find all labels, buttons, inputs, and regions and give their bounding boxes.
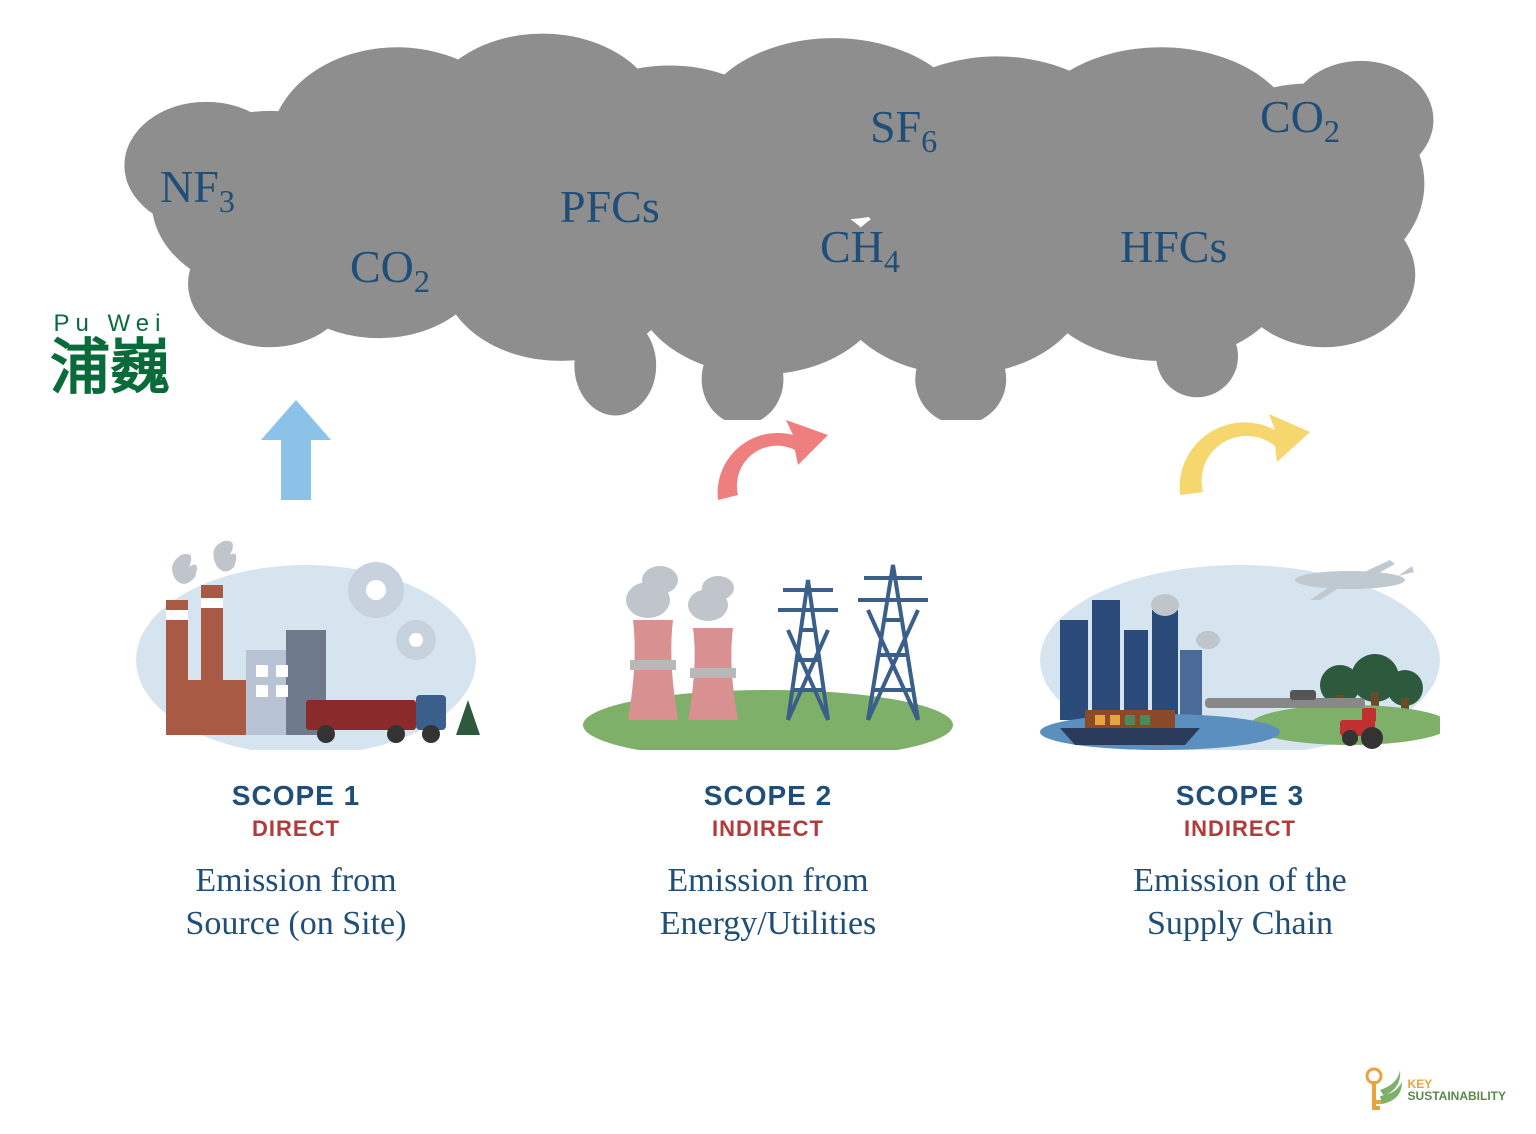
key-sustainability-logo: KEY SUSTAINABILITY <box>1360 1066 1506 1114</box>
scope1-desc: Emission from Source (on Site) <box>186 860 407 945</box>
gas-label-sf6: SF6 <box>870 100 937 160</box>
scope3-text: SCOPE 3 INDIRECT Emission of the Supply … <box>1133 780 1346 945</box>
scope1-column: SCOPE 1 DIRECT Emission from Source (on … <box>86 420 506 945</box>
scope3-desc: Emission of the Supply Chain <box>1133 860 1346 945</box>
gas-label-co2: CO2 <box>350 240 430 300</box>
pu-wei-logo: Pu Wei 浦巍 <box>50 310 170 398</box>
gas-label-ch4: CH4 <box>820 220 900 280</box>
gas-label-hfcs: HFCs <box>1120 220 1227 273</box>
emissions-cloud: NF3 CO2 PFCs SF6 CH4 CO2 HFCs <box>40 20 1496 420</box>
footer-logo-icon <box>1360 1066 1404 1114</box>
gas-label-co2: CO2 <box>1260 90 1340 150</box>
scope1-illustration <box>86 510 506 750</box>
scope2-title: SCOPE 2 <box>660 780 877 812</box>
scope2-desc: Emission from Energy/Utilities <box>660 860 877 945</box>
scope2-text: SCOPE 2 INDIRECT Emission from Energy/Ut… <box>660 780 877 945</box>
scope3-illustration <box>1030 510 1450 750</box>
scope3-title: SCOPE 3 <box>1133 780 1346 812</box>
scope-columns: SCOPE 1 DIRECT Emission from Source (on … <box>0 420 1536 945</box>
logo-chinese: 浦巍 <box>50 338 170 398</box>
scope2-arrow <box>558 420 978 510</box>
scope3-type: INDIRECT <box>1133 816 1346 842</box>
scope1-type: DIRECT <box>186 816 407 842</box>
scope1-text: SCOPE 1 DIRECT Emission from Source (on … <box>186 780 407 945</box>
gas-label-nf3: NF3 <box>160 160 235 220</box>
footer-text-sustainability: SUSTAINABILITY <box>1408 1090 1506 1102</box>
scope2-illustration <box>558 510 978 750</box>
scope3-column: SCOPE 3 INDIRECT Emission of the Supply … <box>1030 420 1450 945</box>
scope2-column: SCOPE 2 INDIRECT Emission from Energy/Ut… <box>558 420 978 945</box>
scope1-arrow <box>86 420 506 510</box>
scope3-arrow <box>1030 420 1450 510</box>
scope1-title: SCOPE 1 <box>186 780 407 812</box>
cloud-shape <box>40 20 1496 420</box>
logo-pinyin: Pu Wei <box>50 310 170 338</box>
gas-label-pfcs: PFCs <box>560 180 660 233</box>
scope2-type: INDIRECT <box>660 816 877 842</box>
